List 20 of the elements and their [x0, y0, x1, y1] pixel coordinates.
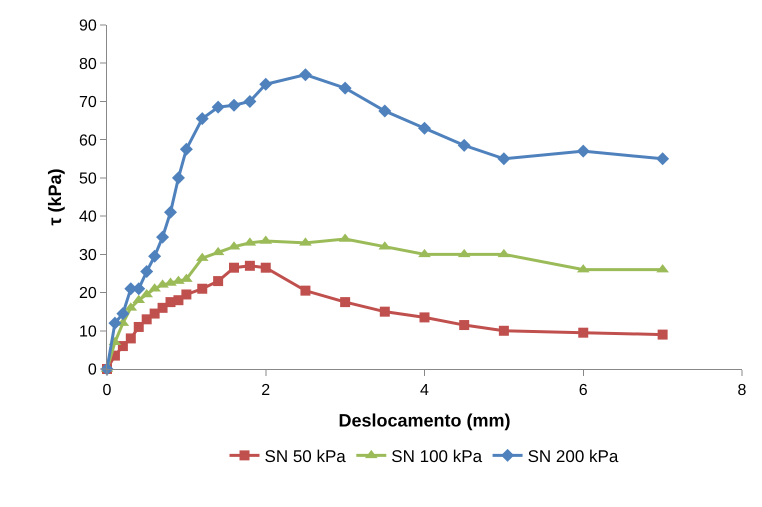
legend-label: SN 100 kPa: [391, 446, 483, 466]
x-tick-label: 0: [102, 382, 112, 400]
legend-label: SN 50 kPa: [264, 446, 346, 466]
y-tick-label: 80: [79, 56, 97, 73]
legend-label: SN 200 kPa: [528, 446, 619, 466]
y-axis-title: τ (kPa): [45, 168, 66, 226]
x-tick-label: 6: [578, 382, 588, 400]
y-tick-label: 70: [79, 94, 97, 112]
x-tick-label: 8: [738, 382, 747, 400]
x-tick-label: 4: [420, 382, 430, 400]
y-tick-label: 60: [79, 132, 97, 150]
x-tick-label: 2: [261, 382, 270, 400]
x-axis-title: Deslocamento (mm): [338, 410, 511, 430]
y-tick-label: 0: [88, 362, 97, 379]
y-tick-label: 50: [79, 170, 97, 188]
y-tick-label: 30: [79, 246, 97, 264]
y-tick-label: 20: [79, 285, 97, 302]
y-tick-label: 40: [79, 208, 97, 226]
y-tick-label: 10: [79, 323, 97, 340]
y-tick-label: 90: [79, 18, 97, 35]
